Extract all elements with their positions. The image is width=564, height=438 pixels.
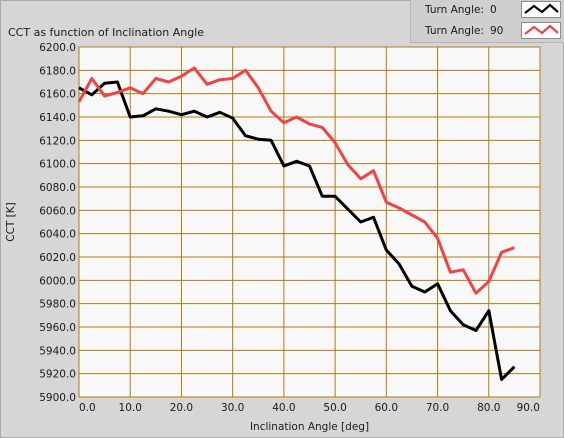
- y-tick-label: 6040.0: [39, 229, 76, 241]
- plot-area: [78, 46, 541, 398]
- y-tick-label: 5940.0: [39, 345, 76, 357]
- legend-value-series-2: 90: [490, 25, 504, 37]
- legend: Turn Angle: 0 Turn Angle: 90: [410, 0, 564, 43]
- x-tick-label: 50.0: [323, 402, 346, 414]
- grid-lines: [78, 46, 541, 398]
- chart-title: CCT as function of Inclination Angle: [8, 26, 205, 39]
- y-axis-label: CCT [K]: [5, 202, 17, 242]
- y-tick-label: 6200.0: [39, 42, 76, 54]
- series-lines: [77, 66, 516, 381]
- x-tick-label: 60.0: [375, 402, 398, 414]
- x-tick-label: 90.0: [517, 402, 540, 414]
- legend-swatch-series-1[interactable]: [521, 1, 561, 18]
- y-tick-label: 6180.0: [39, 65, 76, 77]
- x-tick-label: 80.0: [477, 402, 500, 414]
- line-swatch-icon: [524, 24, 559, 35]
- legend-label-series-2: Turn Angle:: [425, 25, 485, 37]
- line-swatch-icon: [524, 3, 559, 14]
- x-tick-label: 70.0: [426, 402, 449, 414]
- legend-swatch-series-2[interactable]: [521, 22, 561, 39]
- y-tick-label: 5920.0: [39, 369, 76, 381]
- y-tick-label: 6120.0: [39, 135, 76, 147]
- y-tick-label: 6020.0: [39, 252, 76, 264]
- legend-item-series-1[interactable]: Turn Angle: 0: [411, 0, 564, 20]
- y-tick-label: 6060.0: [39, 205, 76, 217]
- series-line-1: [78, 80, 516, 381]
- y-tick-label: 5960.0: [39, 322, 76, 334]
- y-tick-label: 6100.0: [39, 159, 76, 171]
- x-tick-label: 30.0: [221, 402, 244, 414]
- y-tick-label: 6160.0: [39, 89, 76, 101]
- legend-label-series-1: Turn Angle:: [425, 4, 485, 16]
- series-line-2: [77, 66, 515, 295]
- y-tick-label: 6080.0: [39, 182, 76, 194]
- x-tick-label: 0.0: [79, 402, 96, 414]
- x-tick-label: 10.0: [119, 402, 142, 414]
- y-tick-label: 5900.0: [39, 392, 76, 404]
- x-tick-label: 40.0: [272, 402, 295, 414]
- y-tick-label: 6000.0: [39, 275, 76, 287]
- y-tick-label: 5980.0: [39, 299, 76, 311]
- legend-item-series-2[interactable]: Turn Angle: 90: [411, 21, 564, 41]
- x-axis-label: Inclination Angle [deg]: [250, 421, 369, 433]
- legend-value-series-1: 0: [490, 4, 497, 16]
- y-axis-ticks: 5900.0 5920.0 5940.0 5960.0 5980.0 6000.0 6020…: [39, 42, 76, 404]
- x-axis-ticks: 0.0 10.0 20.0 30.0 40.0 50.0 60.0 70.0 80.0 90.0: [79, 402, 540, 414]
- y-tick-label: 6140.0: [39, 112, 76, 124]
- x-tick-label: 20.0: [170, 402, 193, 414]
